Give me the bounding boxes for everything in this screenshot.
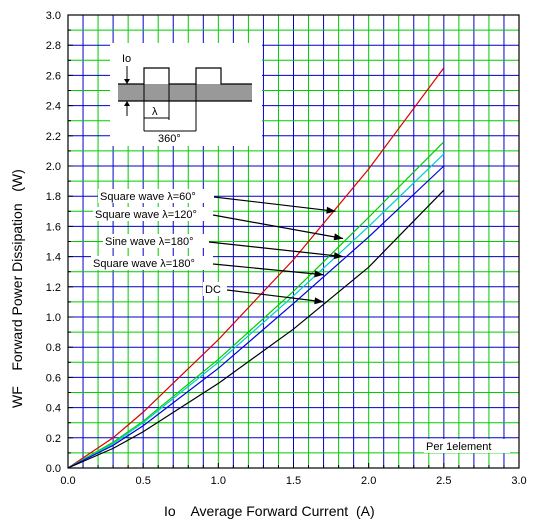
y-tick-label: 2.6 <box>46 70 61 82</box>
inset-io-label: Io <box>122 53 131 65</box>
y-tick-label: 0.4 <box>46 403 61 415</box>
y-tick-label: 0.2 <box>46 433 61 445</box>
annotation-dc: DC <box>205 284 221 296</box>
x-tick-label: 1.0 <box>211 475 226 487</box>
inset-lambda-label: λ <box>152 106 158 118</box>
annotation-arrow-line <box>226 289 324 303</box>
inset-average-band <box>118 84 252 101</box>
x-tick-label: 3.0 <box>511 475 526 487</box>
annotation-bg-120 <box>93 207 213 221</box>
series-line-2 <box>67 153 445 469</box>
annotation-square-60: Square wave λ=60° <box>100 191 196 203</box>
annotation-arrowhead <box>326 206 336 214</box>
y-tick-label: 3.0 <box>46 10 61 22</box>
x-tick-label: 2.0 <box>361 475 376 487</box>
y-tick-label: 1.8 <box>46 191 61 203</box>
y-tick-label: 1.6 <box>46 221 61 233</box>
y-tick-label: 2.4 <box>46 101 61 113</box>
inset-io-arrowhead-up <box>124 101 130 106</box>
y-tick-label: 2.2 <box>46 131 61 143</box>
series-line-1 <box>67 141 445 469</box>
annotation-arrowhead <box>333 252 344 260</box>
y-tick-label: 1.2 <box>46 282 61 294</box>
annotation-square-120: Square wave λ=120° <box>95 209 197 221</box>
curves <box>67 67 445 469</box>
x-axis-title: Io Average Forward Current (A) <box>164 503 375 519</box>
annotation-arrow-line <box>208 241 344 258</box>
tick-labels: 0.0 0.5 1.0 1.5 2.0 2.5 3.0 0.0 0.2 0.4 0.6 0.8 1.0 1… <box>46 10 527 487</box>
annotation-arrowhead <box>333 233 344 241</box>
x-tick-label: 1.5 <box>286 475 301 487</box>
annotation-square-180: Square wave λ=180° <box>93 258 195 270</box>
per-element-note: Per 1element <box>426 441 491 453</box>
annotation-arrows <box>208 196 344 305</box>
annotation-arrow-line <box>212 214 344 240</box>
series-line-4 <box>67 189 445 469</box>
series-line-3 <box>67 165 445 469</box>
plot-frame <box>67 14 520 469</box>
annotation-arrow-line <box>213 196 336 212</box>
annotation-arrowhead <box>314 297 324 305</box>
y-tick-label: 2.8 <box>46 40 61 52</box>
annotation-bg-sine <box>103 234 209 248</box>
y-tick-label: 0.0 <box>46 463 61 475</box>
annotation-arrow-line <box>212 263 324 276</box>
inset-period-label: 360° <box>158 133 181 145</box>
series-line-0 <box>67 67 445 469</box>
inset-io-arrowhead-down <box>124 79 130 84</box>
y-axis-title: WF Forward Power Dissipation (W) <box>9 169 25 408</box>
y-tick-label: 0.6 <box>46 372 61 384</box>
y-tick-label: 1.4 <box>46 252 61 264</box>
x-tick-label: 0.0 <box>60 475 75 487</box>
y-tick-label: 1.0 <box>46 312 61 324</box>
y-tick-label: 0.8 <box>46 342 61 354</box>
y-tick-label: 2.0 <box>46 161 61 173</box>
x-tick-label: 0.5 <box>136 475 151 487</box>
note-bg <box>424 439 510 453</box>
annotation-sine-180: Sine wave λ=180° <box>105 236 193 248</box>
x-tick-label: 2.5 <box>436 475 451 487</box>
annotation-arrowhead <box>314 270 324 278</box>
series-annotations: Square wave λ=60° Square wave λ=120° Sin… <box>91 189 344 305</box>
annotation-bg-dc <box>203 282 227 296</box>
waveform-inset: Io λ 360° <box>110 43 262 146</box>
annotation-bg-180 <box>91 256 213 270</box>
annotation-bg-60 <box>98 189 214 203</box>
